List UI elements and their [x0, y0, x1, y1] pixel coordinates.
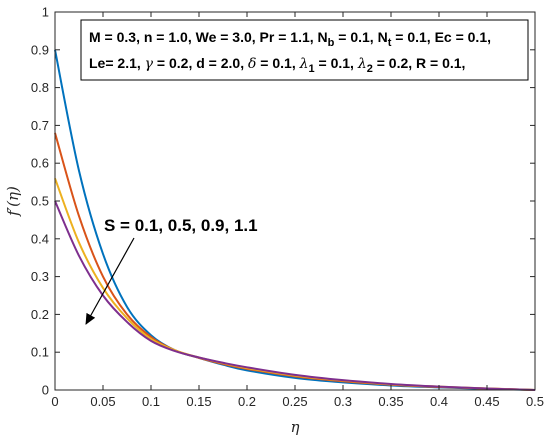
- series-layer: [54, 49, 536, 391]
- x-tick-label: 0.15: [186, 394, 211, 409]
- y-tick-label: 0.6: [31, 156, 49, 171]
- x-tick-label: 0.25: [282, 394, 307, 409]
- x-tick-label: 0.35: [378, 394, 403, 409]
- x-tick-label: 0.3: [334, 394, 352, 409]
- x-axis-label: η: [291, 418, 300, 436]
- y-tick-label: 0.3: [31, 269, 49, 284]
- parameter-box: [80, 19, 529, 81]
- series-line-3: [54, 177, 536, 391]
- x-ticks: 0 0.05 0.1 0.15 0.2 0.25 0.3 0.35 0.4 0.45 0.5: [51, 12, 544, 409]
- y-ticks: 0 0.1 0.2 0.3 0.4 0.5 0.6 0.7 0.8 0.9 1: [31, 5, 535, 398]
- y-tick-label: 0: [42, 383, 49, 398]
- y-axis-label: f′(η): [4, 186, 22, 217]
- y-tick-label: 0.8: [31, 80, 49, 95]
- x-tick-label: 0: [51, 394, 58, 409]
- y-tick-label: 0.2: [31, 307, 49, 322]
- series-line-2: [54, 132, 536, 391]
- y-tick-label: 0.7: [31, 118, 49, 133]
- x-tick-label: 0.5: [526, 394, 544, 409]
- y-tick-label: 0.1: [31, 345, 49, 360]
- x-tick-label: 0.4: [430, 394, 448, 409]
- x-tick-label: 0.2: [238, 394, 256, 409]
- annotation-arrow: [85, 237, 135, 325]
- parameter-line-1: M = 0.3, n = 1.0, We = 3.0, Pr = 1.1, Nb…: [89, 29, 491, 49]
- x-tick-label: 0.1: [142, 394, 160, 409]
- x-tick-label: 0.05: [90, 394, 115, 409]
- series-line-4: [54, 200, 536, 391]
- y-tick-label: 0.4: [31, 231, 49, 246]
- y-tick-label: 0.5: [31, 194, 49, 209]
- x-tick-label: 0.45: [474, 394, 499, 409]
- y-tick-label: 1: [42, 5, 49, 20]
- annotation-label: S = 0.1, 0.5, 0.9, 1.1: [104, 216, 258, 235]
- y-tick-label: 0.9: [31, 42, 49, 57]
